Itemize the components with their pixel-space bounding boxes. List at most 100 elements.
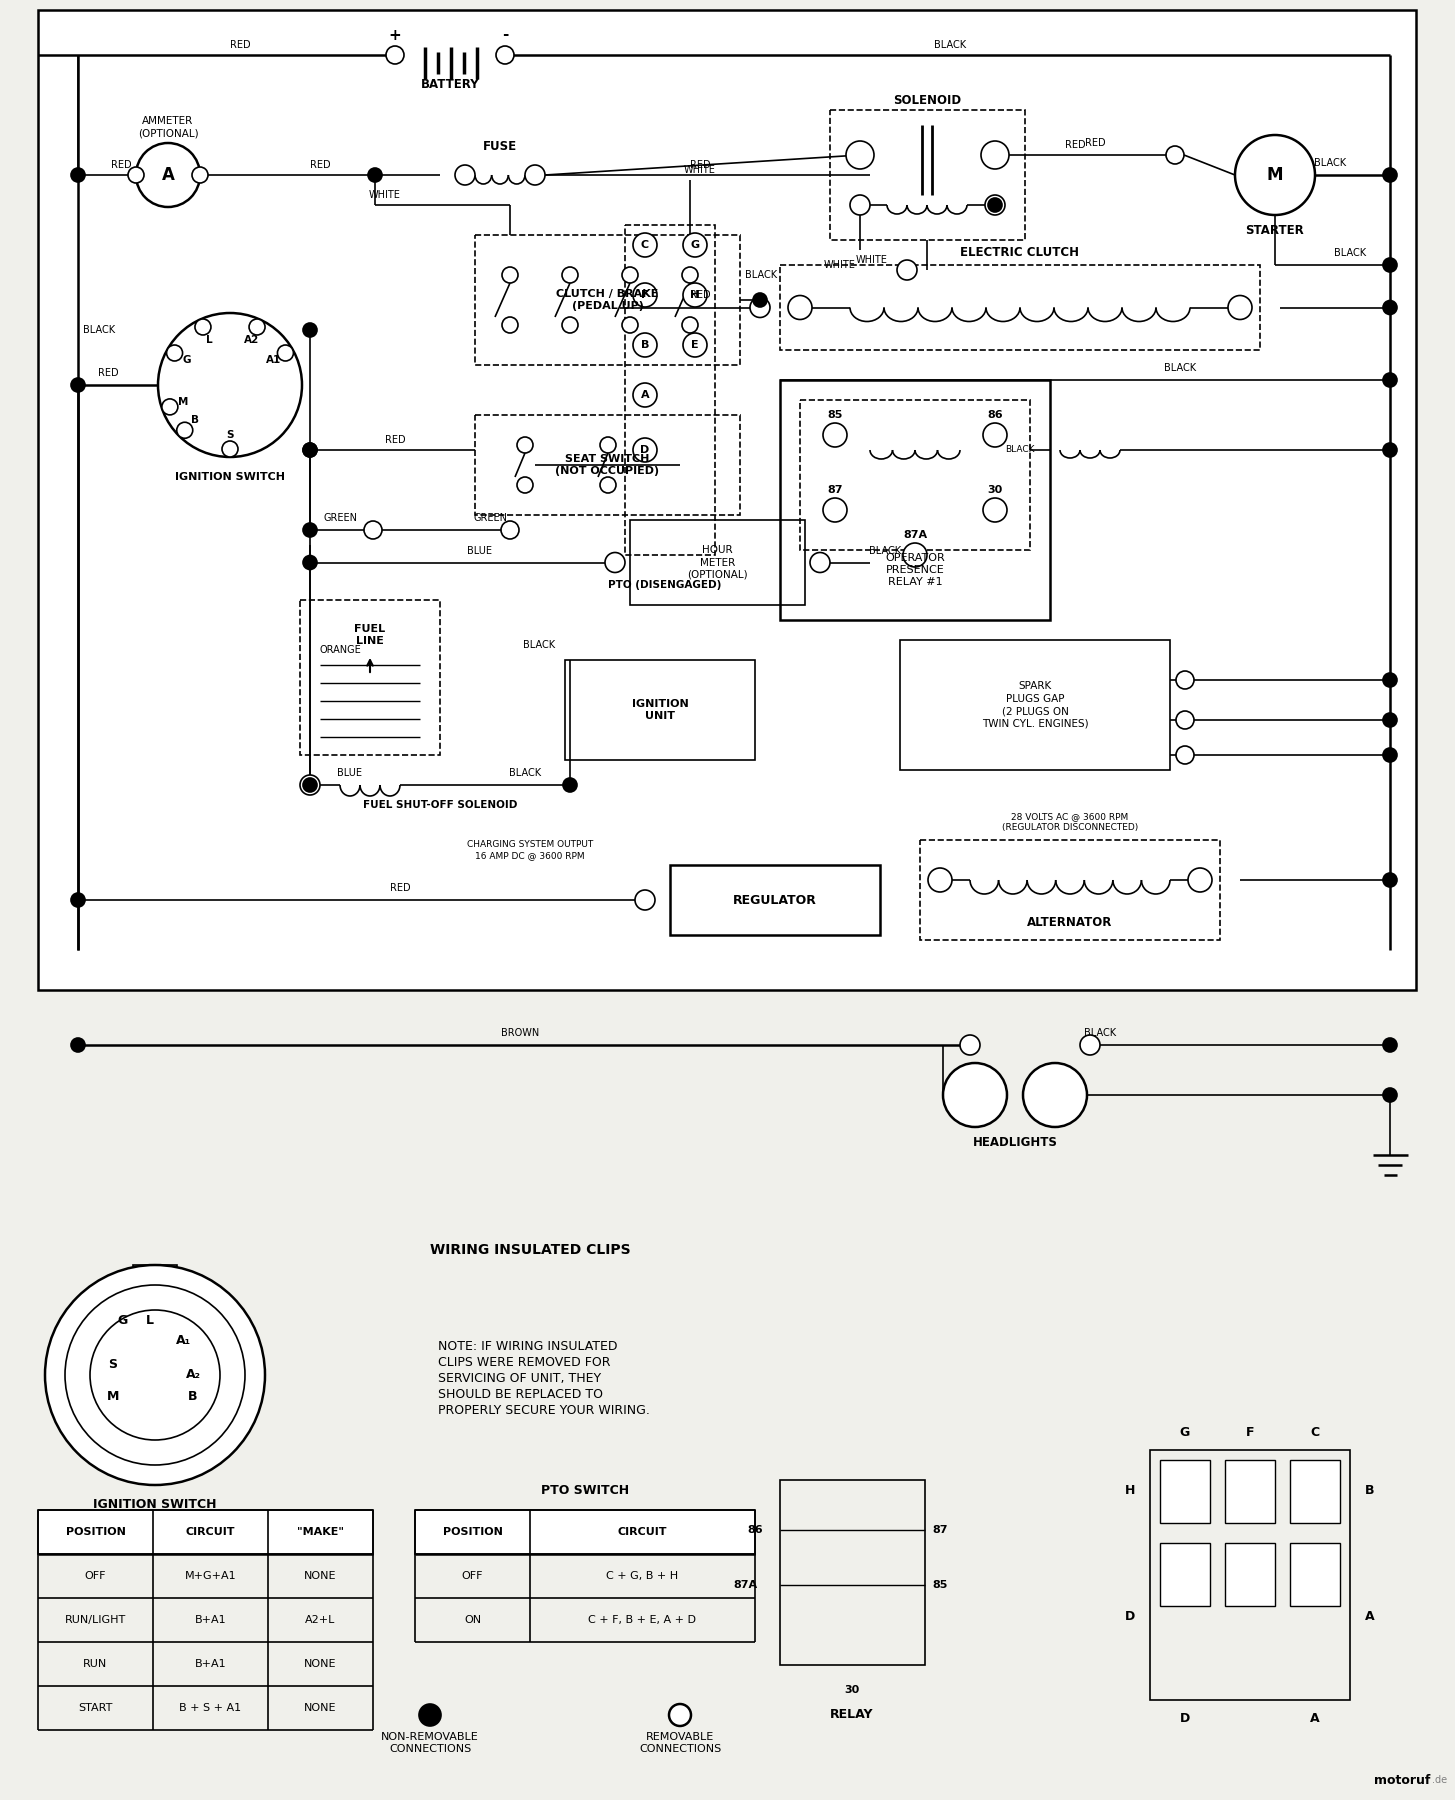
Circle shape xyxy=(824,499,847,522)
Text: CLUTCH / BRAKE
(PEDAL UP): CLUTCH / BRAKE (PEDAL UP) xyxy=(556,288,659,311)
Text: GREEN: GREEN xyxy=(473,513,506,524)
Bar xyxy=(474,236,741,365)
Text: BROWN: BROWN xyxy=(501,1028,540,1039)
Text: ELECTRIC CLUTCH: ELECTRIC CLUTCH xyxy=(960,247,1080,259)
Text: B: B xyxy=(191,416,199,425)
Circle shape xyxy=(1187,868,1212,893)
Circle shape xyxy=(1384,713,1397,727)
Text: .de: .de xyxy=(1432,1775,1448,1786)
Circle shape xyxy=(1176,711,1195,729)
Text: SPARK
PLUGS GAP
(2 PLUGS ON
TWIN CYL. ENGINES): SPARK PLUGS GAP (2 PLUGS ON TWIN CYL. EN… xyxy=(982,682,1088,729)
Text: C: C xyxy=(1311,1426,1320,1438)
Text: WHITE: WHITE xyxy=(856,256,888,265)
Bar xyxy=(1291,1543,1340,1606)
Text: NOTE: IF WIRING INSULATED
CLIPS WERE REMOVED FOR
SERVICING OF UNIT, THEY
SHOULD : NOTE: IF WIRING INSULATED CLIPS WERE REM… xyxy=(438,1339,650,1417)
Circle shape xyxy=(303,524,317,536)
Circle shape xyxy=(135,142,199,207)
Bar xyxy=(1149,1451,1350,1699)
Text: BLACK: BLACK xyxy=(1084,1028,1116,1039)
Circle shape xyxy=(633,437,658,463)
Text: B + S + A1: B + S + A1 xyxy=(179,1703,242,1714)
Bar xyxy=(626,225,714,554)
Circle shape xyxy=(749,297,770,317)
Text: NONE: NONE xyxy=(304,1571,336,1580)
Bar xyxy=(1160,1460,1211,1523)
Text: motoruf: motoruf xyxy=(1374,1773,1430,1786)
Circle shape xyxy=(960,1035,981,1055)
Bar xyxy=(1225,1543,1275,1606)
Circle shape xyxy=(599,477,615,493)
Circle shape xyxy=(669,1705,691,1726)
Circle shape xyxy=(1176,671,1195,689)
Circle shape xyxy=(928,868,952,893)
Text: B: B xyxy=(188,1390,198,1404)
Text: WHITE: WHITE xyxy=(370,191,402,200)
Text: M: M xyxy=(178,398,188,407)
Bar xyxy=(111,1357,199,1372)
Circle shape xyxy=(984,423,1007,446)
Circle shape xyxy=(71,893,84,907)
Text: SEAT SWITCH
(NOT OCCUPIED): SEAT SWITCH (NOT OCCUPIED) xyxy=(556,454,659,477)
Text: A: A xyxy=(640,391,649,400)
Text: 85: 85 xyxy=(828,410,842,419)
Text: D: D xyxy=(1125,1609,1135,1622)
Circle shape xyxy=(1384,673,1397,688)
Text: RED: RED xyxy=(390,884,410,893)
Text: BATTERY: BATTERY xyxy=(420,79,479,92)
Bar xyxy=(780,265,1260,349)
Text: F: F xyxy=(1245,1426,1254,1438)
Text: OFF: OFF xyxy=(84,1571,106,1580)
Text: BLUE: BLUE xyxy=(338,769,362,778)
Text: ORANGE: ORANGE xyxy=(320,644,362,655)
Circle shape xyxy=(563,778,578,792)
Circle shape xyxy=(1384,301,1397,315)
Circle shape xyxy=(455,166,474,185)
Circle shape xyxy=(599,437,615,454)
Circle shape xyxy=(90,1310,220,1440)
Text: NON-REMOVABLE
CONNECTIONS: NON-REMOVABLE CONNECTIONS xyxy=(381,1732,479,1755)
Bar xyxy=(415,1510,755,1553)
Circle shape xyxy=(754,293,767,308)
Circle shape xyxy=(159,313,303,457)
Circle shape xyxy=(1384,167,1397,182)
Text: RED: RED xyxy=(1084,139,1106,148)
Text: 87: 87 xyxy=(933,1525,947,1535)
Circle shape xyxy=(1023,1064,1087,1127)
Bar xyxy=(132,1265,178,1300)
Text: RED: RED xyxy=(690,290,710,301)
Circle shape xyxy=(45,1265,265,1485)
Circle shape xyxy=(682,232,707,257)
Circle shape xyxy=(303,443,317,457)
Circle shape xyxy=(176,423,192,437)
Text: SOLENOID: SOLENOID xyxy=(893,94,962,106)
Circle shape xyxy=(303,778,317,792)
Text: A₂: A₂ xyxy=(185,1368,201,1382)
Circle shape xyxy=(71,1039,84,1051)
Text: HEADLIGHTS: HEADLIGHTS xyxy=(972,1136,1058,1150)
Circle shape xyxy=(223,441,239,457)
Text: STARTER: STARTER xyxy=(1245,223,1304,236)
Text: BLUE: BLUE xyxy=(467,545,492,556)
Circle shape xyxy=(1384,1087,1397,1102)
Circle shape xyxy=(386,47,404,65)
Circle shape xyxy=(845,140,874,169)
Bar xyxy=(565,661,755,760)
Text: S: S xyxy=(109,1359,118,1372)
Text: 87A: 87A xyxy=(733,1580,757,1589)
Text: 86: 86 xyxy=(748,1525,762,1535)
Circle shape xyxy=(562,266,578,283)
Bar xyxy=(780,380,1051,619)
Text: C + F, B + E, A + D: C + F, B + E, A + D xyxy=(588,1615,697,1625)
Text: A: A xyxy=(1310,1712,1320,1724)
Text: ON: ON xyxy=(464,1615,482,1625)
Text: RED: RED xyxy=(97,367,118,378)
Circle shape xyxy=(682,317,698,333)
Text: E: E xyxy=(691,340,698,349)
Text: WHITE: WHITE xyxy=(684,166,716,175)
Text: B: B xyxy=(640,340,649,349)
Text: ALTERNATOR: ALTERNATOR xyxy=(1027,916,1113,929)
Circle shape xyxy=(621,317,637,333)
Text: G: G xyxy=(1180,1426,1190,1438)
Text: BLACK: BLACK xyxy=(1314,158,1346,167)
Circle shape xyxy=(364,520,383,538)
